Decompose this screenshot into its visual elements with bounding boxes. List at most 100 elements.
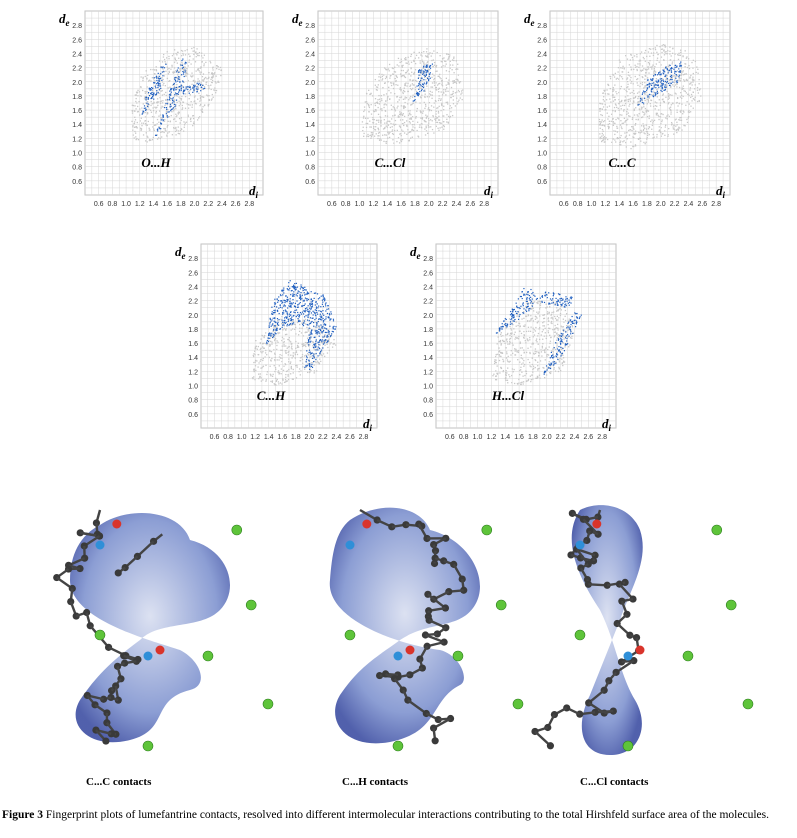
x-tick-label: 0.8 [223, 434, 233, 441]
x-tick-label: 1.8 [642, 201, 652, 208]
y-tick-label: 2.2 [188, 299, 198, 306]
y-tick-label: 1.2 [423, 369, 433, 376]
x-tick-label: 1.2 [369, 201, 379, 208]
x-tick-label: 1.2 [135, 201, 145, 208]
y-tick-label: 1.6 [305, 108, 315, 115]
fingerprint-plot: 2.8 2.6 2.4 2.2 2.0 1.8 1.6 1.4 1.2 1.0 0.8 0.6 0.6 0… [57, 3, 275, 225]
y-tick-label: 2.0 [72, 80, 82, 87]
y-tick-label: 1.0 [305, 151, 315, 158]
y-tick-label: 2.6 [188, 270, 198, 277]
y-tick-label: 2.0 [537, 80, 547, 87]
x-axis-symbol: di [249, 183, 259, 200]
molecule-atoms [344, 508, 524, 752]
x-tick-label: 2.4 [452, 201, 462, 208]
x-tick-label: 2.4 [217, 201, 227, 208]
contact-type-label: C...H [257, 388, 286, 403]
x-tick-label: 0.6 [327, 201, 337, 208]
y-tick-label: 1.6 [537, 108, 547, 115]
x-tick-label: 2.2 [670, 201, 680, 208]
x-tick-label: 1.0 [355, 201, 365, 208]
x-tick-label: 0.8 [573, 201, 583, 208]
y-tick-label: 0.6 [72, 179, 82, 186]
background-points [598, 44, 702, 150]
y-tick-label: 1.6 [188, 341, 198, 348]
y-tick-label: 2.0 [423, 313, 433, 320]
x-tick-label: 1.6 [514, 434, 524, 441]
y-tick-label: 2.0 [305, 80, 315, 87]
y-tick-label: 2.4 [423, 284, 433, 291]
y-tick-label: 1.8 [72, 94, 82, 101]
x-tick-label: 1.8 [176, 201, 186, 208]
y-tick-label: 1.0 [188, 384, 198, 391]
x-tick-label: 0.8 [341, 201, 351, 208]
x-tick-label: 0.8 [108, 201, 118, 208]
x-tick-label: 2.0 [542, 434, 552, 441]
surface-label-ccl: C...Cl contacts [580, 776, 649, 788]
x-tick-label: 2.0 [304, 434, 314, 441]
y-tick-label: 1.2 [537, 136, 547, 143]
surface-blob [70, 513, 230, 743]
fingerprint-plot-svg: 2.82.62.42.22.01.81.61.41.21.00.80.60.6 0… [410, 243, 617, 441]
y-tick-label: 2.2 [423, 299, 433, 306]
contact-type-label: C...C [608, 155, 635, 170]
x-tick-label: 2.2 [318, 434, 328, 441]
y-tick-label: 0.6 [423, 412, 433, 419]
x-tick-label: 2.8 [479, 201, 489, 208]
x-tick-label: 2.6 [465, 201, 475, 208]
y-tick-label: 0.6 [188, 412, 198, 419]
background-points [492, 300, 575, 386]
y-tick-label: 2.6 [537, 37, 547, 44]
x-tick-label: 1.4 [264, 434, 274, 441]
x-tick-label: 2.6 [345, 434, 355, 441]
molecule-atoms [531, 509, 754, 752]
highlight-points [412, 63, 434, 102]
highlight-points [495, 287, 582, 375]
figure-number: Figure 3 [2, 809, 43, 821]
y-tick-label: 2.6 [423, 270, 433, 277]
surface-blob [571, 505, 643, 755]
contact-type-label: C...Cl [375, 155, 406, 170]
x-tick-label: 2.0 [656, 201, 666, 208]
y-tick-label: 1.6 [423, 341, 433, 348]
x-tick-label: 1.2 [601, 201, 611, 208]
fingerprint-plot: 2.8 2.6 2.4 2.2 2.0 1.8 1.6 1.4 1.2 1.0 0.8 0.6 0.6 0… [522, 3, 742, 225]
x-tick-label: 2.2 [438, 201, 448, 208]
highlight-points [266, 280, 337, 370]
y-tick-label: 1.4 [537, 122, 547, 129]
fingerprint-plot-svg: 2.82.62.42.22.01.81.61.41.21.00.80.60.6 0… [175, 243, 378, 441]
contact-type-label: H...Cl [491, 388, 525, 403]
x-tick-label: 0.6 [559, 201, 569, 208]
x-tick-label: 1.4 [500, 434, 510, 441]
x-tick-label: 1.0 [237, 434, 247, 441]
x-tick-label: 2.8 [244, 201, 254, 208]
x-tick-label: 0.6 [445, 434, 455, 441]
x-tick-label: 1.2 [250, 434, 260, 441]
y-tick-label: 1.8 [188, 327, 198, 334]
x-tick-label: 1.8 [410, 201, 420, 208]
y-tick-label: 1.0 [72, 151, 82, 158]
x-tick-label: 1.0 [121, 201, 131, 208]
y-tick-label: 2.4 [188, 284, 198, 291]
y-tick-label: 2.2 [537, 66, 547, 73]
y-tick-label: 1.4 [423, 355, 433, 362]
hirshfeld-surface [520, 470, 760, 775]
y-axis-symbol: de [59, 11, 70, 28]
y-tick-label: 1.0 [537, 151, 547, 158]
y-tick-label: 1.4 [188, 355, 198, 362]
y-axis-symbol: de [410, 244, 421, 261]
x-tick-label: 2.4 [332, 434, 342, 441]
fingerprint-plot-svg: 2.82.62.42.22.01.81.61.41.21.00.80.60.6 0… [292, 10, 499, 208]
fingerprint-plot-svg: 2.82.62.42.22.01.81.61.41.21.00.80.60.6 0… [524, 10, 731, 208]
fingerprint-plot-svg: 2.82.62.42.22.01.81.61.41.21.00.80.60.6 0… [59, 10, 264, 208]
y-tick-label: 1.8 [423, 327, 433, 334]
x-tick-label: 2.8 [359, 434, 369, 441]
fingerprint-plot: 2.8 2.6 2.4 2.2 2.0 1.8 1.6 1.4 1.2 1.0 0.8 0.6 0.6 0… [290, 3, 510, 225]
molecule-atoms [53, 509, 274, 752]
y-tick-label: 1.2 [305, 136, 315, 143]
y-tick-label: 2.2 [305, 66, 315, 73]
y-tick-label: 2.2 [72, 66, 82, 73]
highlight-points [637, 61, 682, 106]
x-tick-label: 1.0 [587, 201, 597, 208]
y-tick-label: 2.8 [72, 23, 82, 30]
y-tick-label: 0.8 [72, 165, 82, 172]
